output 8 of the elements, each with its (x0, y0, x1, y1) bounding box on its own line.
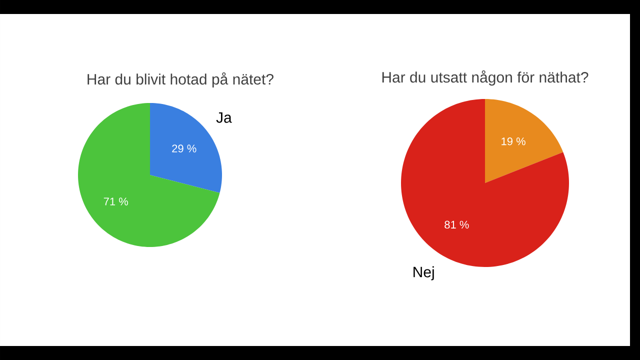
data-label: 19 % (502, 137, 526, 146)
slice-label: Nej (414, 266, 434, 280)
data-label: 71 % (104, 198, 128, 206)
data-label: 29 % (172, 144, 196, 152)
data-label: 81 % (444, 220, 469, 229)
slice-label: Ja (216, 112, 232, 123)
chart-title: Har du utsatt någon för näthat? (382, 70, 588, 86)
chart-title: Har du blivit hotad på nätet? (88, 72, 274, 88)
